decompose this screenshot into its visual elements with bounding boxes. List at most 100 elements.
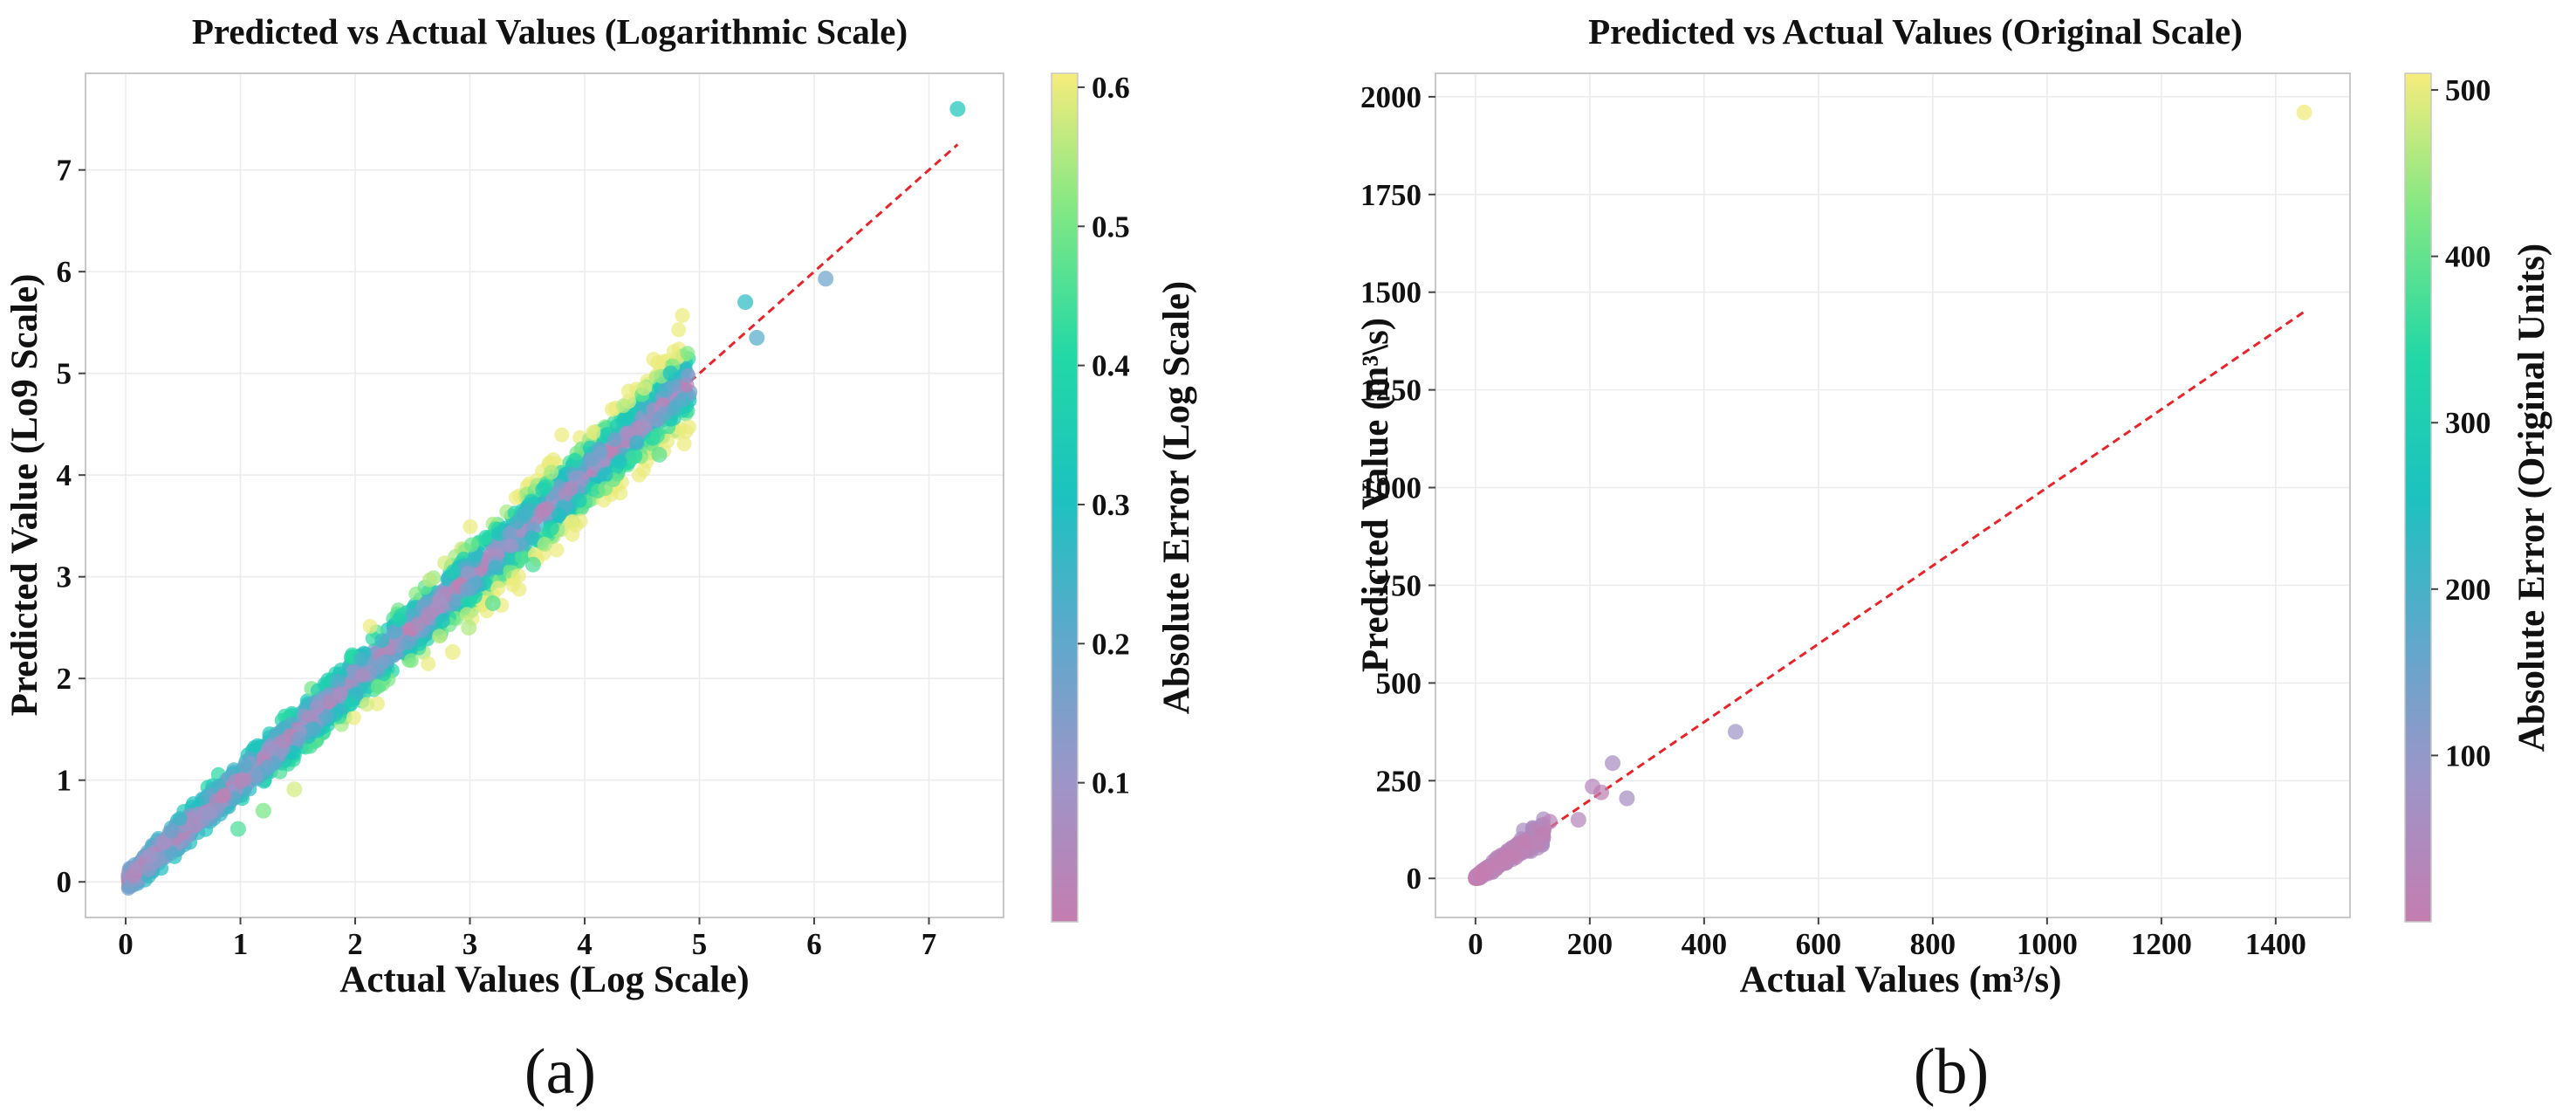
chart-b-ytick-label: 2000 [1360,80,1422,114]
chart-b-ytick-label: 750 [1376,568,1422,602]
chart-a-xtick-label: 6 [806,927,822,961]
chart-a-point [517,509,531,525]
chart-a-ylabel: Predicted Value (Lo9 Scale) [4,274,45,717]
chart-a-colorbar [1051,72,1079,923]
chart-a-xtick-label: 1 [233,927,249,961]
chart-a-point [403,653,419,669]
chart-b-points [1468,104,2312,886]
caption-a: (a) [524,1036,596,1108]
chart-a-point [400,635,415,650]
chart-b-point [1530,835,1546,851]
chart-a-point [362,619,378,634]
chart-a-point [549,542,565,558]
chart-a-point [818,271,834,287]
chart-a-point [535,482,551,498]
chart-a-point [164,823,180,839]
chart-b-ytick-label: 1000 [1360,471,1422,505]
chart-a-point [650,355,666,371]
chart-a-point [421,606,437,622]
chart-a-point [478,529,494,545]
chart-a-point [630,421,646,436]
chart-a-point [260,759,276,774]
chart-a-cbar-tick-label: 0.1 [1092,766,1130,800]
chart-b-title: Predicted vs Actual Values (Original Sca… [1588,11,2243,52]
chart-a-xtick-label: 2 [347,927,363,961]
chart-a-point [410,616,426,632]
chart-a-point [671,322,687,338]
chart-b-cbar-tick-label: 300 [2445,406,2491,440]
chart-b-xtick-label: 1000 [2017,927,2078,961]
chart-b-ytick-label: 0 [1407,862,1422,896]
chart-a-point [460,594,476,610]
caption-b: (b) [1914,1036,1989,1108]
chart-a-point [675,307,690,323]
chart-b-point [1593,784,1609,800]
chart-a-point [163,845,179,861]
chart-a-point [461,566,476,581]
chart-a-point [346,710,361,725]
chart-b-xtick-label: 800 [1910,927,1956,961]
chart-b-cbar-tick-label: 200 [2445,573,2491,607]
chart-a-point [544,520,559,536]
chart-a-point [309,699,325,715]
chart-a-point [749,329,765,346]
chart-a-point [141,862,156,877]
chart-a-cbar-tick-label: 0.2 [1092,627,1130,661]
chart-a-point [606,432,622,448]
chart-a-point [554,427,570,443]
chart-a-point [421,656,436,671]
chart-b-ylabel: Predicted Value (m³\s) [1355,318,1396,672]
chart-a-point [662,365,679,381]
chart-b-point [1605,755,1620,772]
chart-a-point [255,802,271,819]
chart-a-point [444,643,461,660]
chart-a-ytick-label: 5 [57,357,72,391]
chart-b-point [2296,104,2312,120]
chart-b-colorbar [2404,72,2432,923]
chart-a-point [598,481,613,497]
chart-a-ticks: 0 1 2 3 4 5 6 7 0 1 2 3 4 5 6 7 [57,154,937,961]
chart-b-point [1504,846,1519,862]
chart-a-point [216,787,232,803]
chart-a-point [445,564,461,580]
chart-a-point [157,835,173,850]
chart-a-point [370,679,386,695]
chart-a-point [374,633,390,649]
chart-a-point [524,556,541,573]
chart-b-gridlines [1435,73,2350,917]
chart-b-xtick-label: 1200 [2131,927,2192,961]
chart-a-point [184,811,200,827]
chart-a-point [666,377,682,393]
chart-a-cbar-tick-label: 0.6 [1092,71,1130,105]
chart-b-point [1619,790,1635,807]
chart-a-point [422,572,437,587]
chart-a-plot-area [85,72,1004,918]
chart-a-point [142,849,158,864]
chart-a-point [463,537,479,553]
chart-a-point [649,428,665,443]
chart-a-point [537,537,552,552]
chart-a-point [544,464,559,480]
chart-b-point [1542,814,1558,830]
chart-a-point [533,505,549,520]
chart-b-colorbar-label: Absolute Error (Original Units) [2511,244,2552,752]
chart-a-point [552,507,566,523]
chart-a-point [949,100,966,117]
chart-a-point [636,381,652,396]
chart-a-point [737,294,754,311]
chart-a-point [354,668,370,684]
chart-a-point [612,454,627,470]
chart-a-xlabel: Actual Values (Log Scale) [339,959,749,1000]
chart-a-point [514,550,530,565]
chart-a-point [675,392,690,408]
chart-a-cbar-tick-label: 0.5 [1092,210,1130,244]
chart-a-point [586,424,601,440]
chart-a-point [286,781,303,798]
chart-a-point [619,426,634,442]
chart-b-ytick-label: 1250 [1360,374,1422,408]
chart-a-point [291,731,306,746]
chart-a-point [572,492,587,508]
chart-b-point [1518,835,1534,850]
chart-a-point [681,368,696,383]
chart-b-reference-line [1475,310,2305,880]
